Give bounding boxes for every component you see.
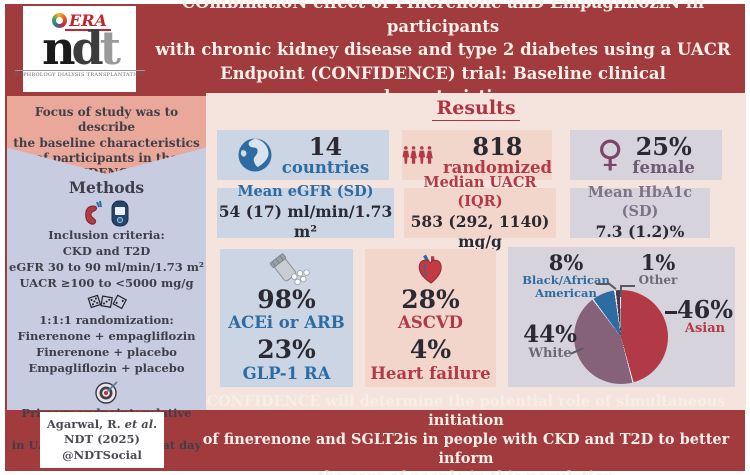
callout-line-black [596,283,609,285]
race-pie-chart-box: 8% Black/African American 1% Other 46% A… [508,247,735,387]
glp1-value: 23% [257,335,316,365]
female-symbol-icon: ♀ [597,134,624,175]
conclusion-line-1: CONFIDENCE will determine the potential … [206,393,726,430]
kidney-icon [84,200,102,225]
conclusion-banner: CONFIDENCE will determine the potential … [190,393,742,475]
results-panel: Results 14 countries [206,93,746,410]
inclusion-line-2: CKD and T2D [62,243,151,258]
ndt-letter-n: n [42,21,76,75]
focus-line-3: of participants in the [35,151,178,166]
glp1-label: GLP-1 RA [242,364,331,384]
era-logo-text: ERA [69,10,107,30]
glucometer-icon [111,200,128,226]
era-logo-row: ERA [52,10,107,30]
pie-label-other: 1% Other [638,250,678,288]
globe-icon [238,138,272,172]
conclusion-line-2: of finerenone and SGLT2is in people with… [202,431,730,467]
uacr-value: 583 (292, 1140) mg/g [410,211,550,251]
acei-label: ACEi or ARB [228,313,345,333]
ndt-logo-text: ndt [42,25,121,71]
medications-statbox: 98% ACEi or ARB 23% GLP-1 RA [220,249,353,387]
ascvd-value: 28% [401,284,460,314]
era-ndt-logo: ERA ndt NEPHROLOGY DIALYSIS TRANSPLANTAT… [14,6,145,92]
page-title: COmbinatioN effect of FInerenone anD Emp… [150,0,736,106]
inclusion-line-4: UACR ≥100 to <5000 mg/g [19,275,194,290]
focus-line-1: Focus of study was to describe [34,105,179,135]
methods-heading: Methods [68,178,145,197]
heart-icon [418,254,442,284]
methods-sidebar: Focus of study was to describe the basel… [7,96,206,467]
acei-value: 98% [257,284,316,314]
pie-label-black: 8% Black/African American [522,250,610,301]
countries-statbox: 14 countries [217,130,389,180]
race-pie-chart [574,290,668,384]
egfr-label: Mean eGFR (SD) [237,183,374,201]
hba1c-statbox: Mean HbA1c (SD) 7.3 (1.2)% [570,184,710,241]
ndt-caption: NEPHROLOGY DIALYSIS TRANSPLANTATION [14,70,145,79]
callout-dash-asian [665,311,677,314]
randomization-line-4: Empagliflozin + placebo [28,361,185,376]
ndt-letter-d: d [71,21,104,75]
hba1c-value: 7.3 (1.2)% [595,221,685,241]
randomization-line-2: Finerenone + empagliflozin [17,329,196,344]
countries-value: 14 [308,131,343,161]
callout-line-other [621,285,635,287]
citation-box: Agarwal, R. et al. NDT (2025) @NDTSocial [40,412,164,468]
focus-line-4: CONFIDENCE trial [42,166,171,181]
era-swirl-icon [52,12,68,28]
title-line-1: COmbinatioN effect of FInerenone anD Emp… [181,0,705,36]
conclusion-line-3: the care of people in this population [190,469,742,475]
hba1c-label: Mean HbA1c (SD) [587,184,693,220]
inclusion-line-1: Inclusion criteria: [48,228,165,242]
title-line-2: with chronic kidney disease and type 2 d… [155,40,731,60]
female-value: 25% [635,131,692,161]
pie-label-asian: 46% Asian [676,295,734,337]
inclusion-icons [84,199,130,227]
hf-label: Heart failure [370,364,491,384]
uacr-statbox: Median UACR (IQR) 583 (292, 1140) mg/g [404,174,556,251]
inclusion-criteria-text: Inclusion criteria: CKD and T2D eGFR 30 … [9,228,204,291]
inclusion-line-3: eGFR 30 to 90 ml/min/1.73 m² [9,259,204,274]
egfr-value: 54 (17) ml/min/1.73 m² [218,202,393,242]
citation-journal: NDT (2025) [64,432,140,447]
randomization-line-3: Finerenone + placebo [36,345,177,360]
randomization-line-1: 1:1:1 randomization: [39,313,174,328]
randomized-statbox: 818 randomized [402,130,552,180]
dice-icon: ⚄⚂⚁ [86,292,128,314]
female-label: female [632,157,695,177]
randomized-value: 818 [472,131,523,161]
egfr-statbox: Mean eGFR (SD) 54 (17) ml/min/1.73 m² [217,183,394,241]
pill-bottle-icon [269,253,310,286]
randomized-label: randomized [442,157,552,177]
citation-etal: et al. [124,416,158,431]
citation-author: Agarwal, R. [46,416,125,431]
callout-line-other-2 [620,285,622,297]
citation-social-handle: @NDTSocial [62,447,142,462]
people-icons [402,146,433,164]
cardiovascular-statbox: 28% ASCVD 4% Heart failure [365,249,496,387]
ascvd-label: ASCVD [398,313,463,333]
hf-value: 4% [409,335,452,365]
era-logo-rule [65,29,111,31]
randomization-text: 1:1:1 randomization: Finerenone + empagl… [18,313,196,376]
female-statbox: ♀ 25% female [570,130,722,180]
uacr-label: Median UACR (IQR) [423,174,537,210]
focus-of-study-banner: Focus of study was to describe the basel… [7,96,206,174]
countries-label: countries [281,157,370,177]
target-icon [94,379,120,405]
ndt-letter-t: t [99,21,121,75]
pie-label-white: 44% White [523,321,577,362]
results-heading: Results [206,97,746,121]
focus-line-2: the baseline characteristics [13,135,200,150]
